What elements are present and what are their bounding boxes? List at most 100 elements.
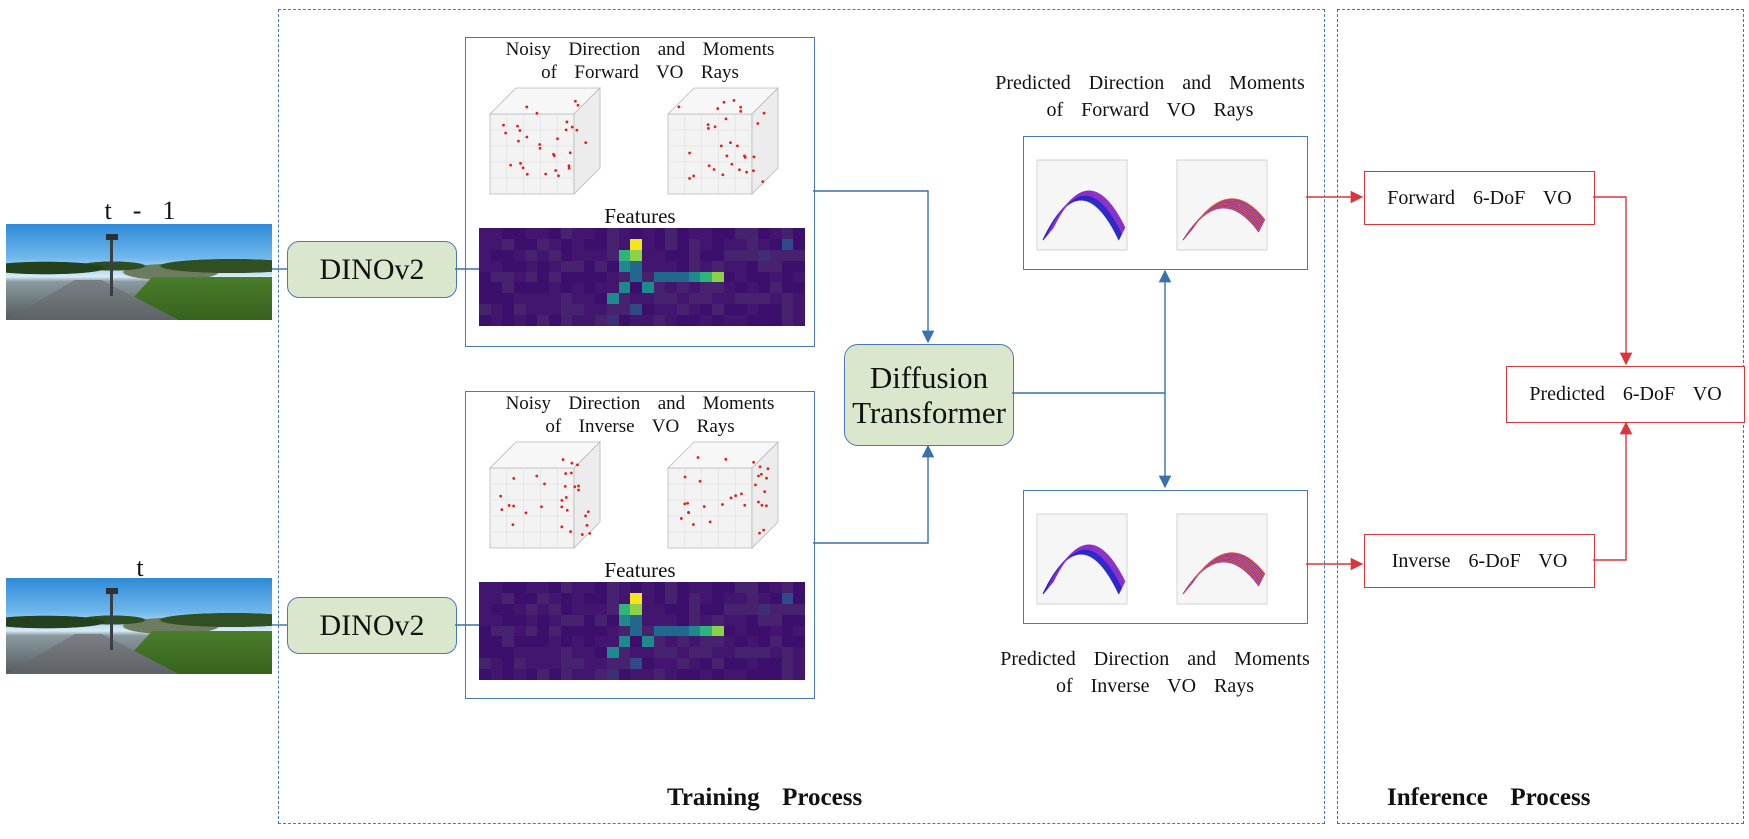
scatter-point <box>760 472 763 476</box>
heatmap-cell <box>630 614 643 627</box>
heatmap-cell <box>676 669 690 680</box>
scatter-point <box>758 465 762 469</box>
heatmap-cell <box>490 603 503 616</box>
scatter-point <box>554 169 558 172</box>
heatmap-cell <box>618 603 631 616</box>
scatter-point <box>738 168 741 172</box>
heatmap-cell <box>548 228 561 240</box>
heatmap-cell <box>583 636 596 648</box>
heatmap-cell <box>723 582 736 594</box>
heatmap-cell <box>758 249 771 262</box>
diffusion-transformer: Diffusion Transformer <box>844 344 1014 446</box>
heatmap-cell <box>653 260 666 273</box>
heatmap-cell <box>630 603 643 616</box>
heatmap-cell <box>479 592 492 605</box>
heatmap-cell <box>490 582 503 594</box>
heatmap-cell <box>676 282 690 294</box>
heatmap-cell <box>746 614 759 627</box>
heatmap-cell <box>548 658 561 670</box>
heatmap-cell <box>630 304 643 316</box>
heatmap-cell <box>583 282 596 294</box>
heatmap-cell <box>618 614 631 627</box>
inference-process-title: Inference Process <box>1387 784 1591 811</box>
heatmap-cell <box>548 315 561 326</box>
heatmap-cell <box>642 614 655 627</box>
heatmap-cell <box>781 647 794 659</box>
heatmap-cell <box>537 304 550 316</box>
heatmap-cell <box>502 603 515 616</box>
heatmap-cell <box>630 282 643 294</box>
heatmap-cell <box>711 592 724 605</box>
heatmap-cell <box>560 238 573 251</box>
arrow-forward-panel-to-diffusion <box>813 190 935 344</box>
heatmap-cell <box>781 603 794 616</box>
heatmap-cell <box>548 304 561 316</box>
heatmap-cell <box>583 582 596 594</box>
heatmap-cell <box>513 304 527 316</box>
heatmap-cell <box>700 238 713 251</box>
heatmap-cell <box>676 636 690 648</box>
scatter-point <box>564 128 568 132</box>
heatmap-cell <box>595 647 608 659</box>
scatter-point <box>688 151 691 155</box>
heatmap-cell <box>642 304 655 316</box>
heatmap-cell <box>595 228 608 240</box>
feature-map-bottom <box>479 582 805 680</box>
scatter-point <box>502 123 505 127</box>
heatmap-cell <box>513 249 527 262</box>
heatmap-cell <box>572 304 585 316</box>
heatmap-cell <box>770 282 783 294</box>
heatmap-cell <box>793 614 805 627</box>
heatmap-cell <box>595 625 608 637</box>
heatmap-cell <box>537 592 550 605</box>
heatmap-cell <box>688 669 701 680</box>
frame-curr-image <box>6 578 272 674</box>
scatter-point <box>543 482 546 486</box>
heatmap-cell <box>781 636 794 648</box>
scatter-point <box>706 123 710 127</box>
heatmap-cell <box>572 603 585 616</box>
heatmap-cell <box>653 238 666 251</box>
heatmap-cell <box>746 592 759 605</box>
heatmap-cell <box>618 293 631 305</box>
heatmap-cell <box>513 625 527 637</box>
heatmap-cell <box>618 249 631 262</box>
heatmap-cell <box>513 271 527 283</box>
heatmap-cell <box>758 282 771 294</box>
heatmap-cell <box>490 625 503 637</box>
heatmap-cell <box>735 582 748 594</box>
heatmap-cell <box>479 293 492 305</box>
heatmap-cell <box>642 228 655 240</box>
heatmap-cell <box>642 238 655 251</box>
scatter-point <box>575 128 579 132</box>
heatmap-cell <box>525 658 538 670</box>
heatmap-cell <box>642 636 655 648</box>
heatmap-cell <box>770 304 783 316</box>
cube-face <box>667 467 753 549</box>
heatmap-cell <box>781 293 794 305</box>
inverse-noisy-scatter-plots <box>489 441 779 549</box>
surface-box <box>1036 513 1128 605</box>
heatmap-cell <box>572 592 585 605</box>
heatmap-cell <box>793 271 805 283</box>
heatmap-cell <box>735 636 748 648</box>
heatmap-cell <box>711 582 724 594</box>
scatter-point <box>576 103 580 107</box>
pred-inverse-caption-line2: of Inverse VO Rays <box>1055 675 1255 697</box>
heatmap-cell <box>676 315 690 326</box>
heatmap-cell <box>642 293 655 305</box>
heatmap-cell <box>583 603 596 616</box>
forward-pred-surface-plots <box>1036 159 1268 251</box>
scatter-point <box>538 143 542 146</box>
inverse-noisy-caption-line1: Noisy Direction and Moments <box>505 393 775 414</box>
heatmap-cell <box>583 238 596 251</box>
heatmap-cell <box>479 647 492 659</box>
heatmap-cell <box>770 582 783 594</box>
heatmap-cell <box>502 304 515 316</box>
scatter-point <box>708 520 712 524</box>
scatter-point <box>580 533 584 536</box>
heatmap-cell <box>502 614 515 627</box>
heatmap-cell <box>665 625 678 637</box>
heatmap-cell <box>548 582 561 594</box>
heatmap-cell <box>676 271 690 283</box>
